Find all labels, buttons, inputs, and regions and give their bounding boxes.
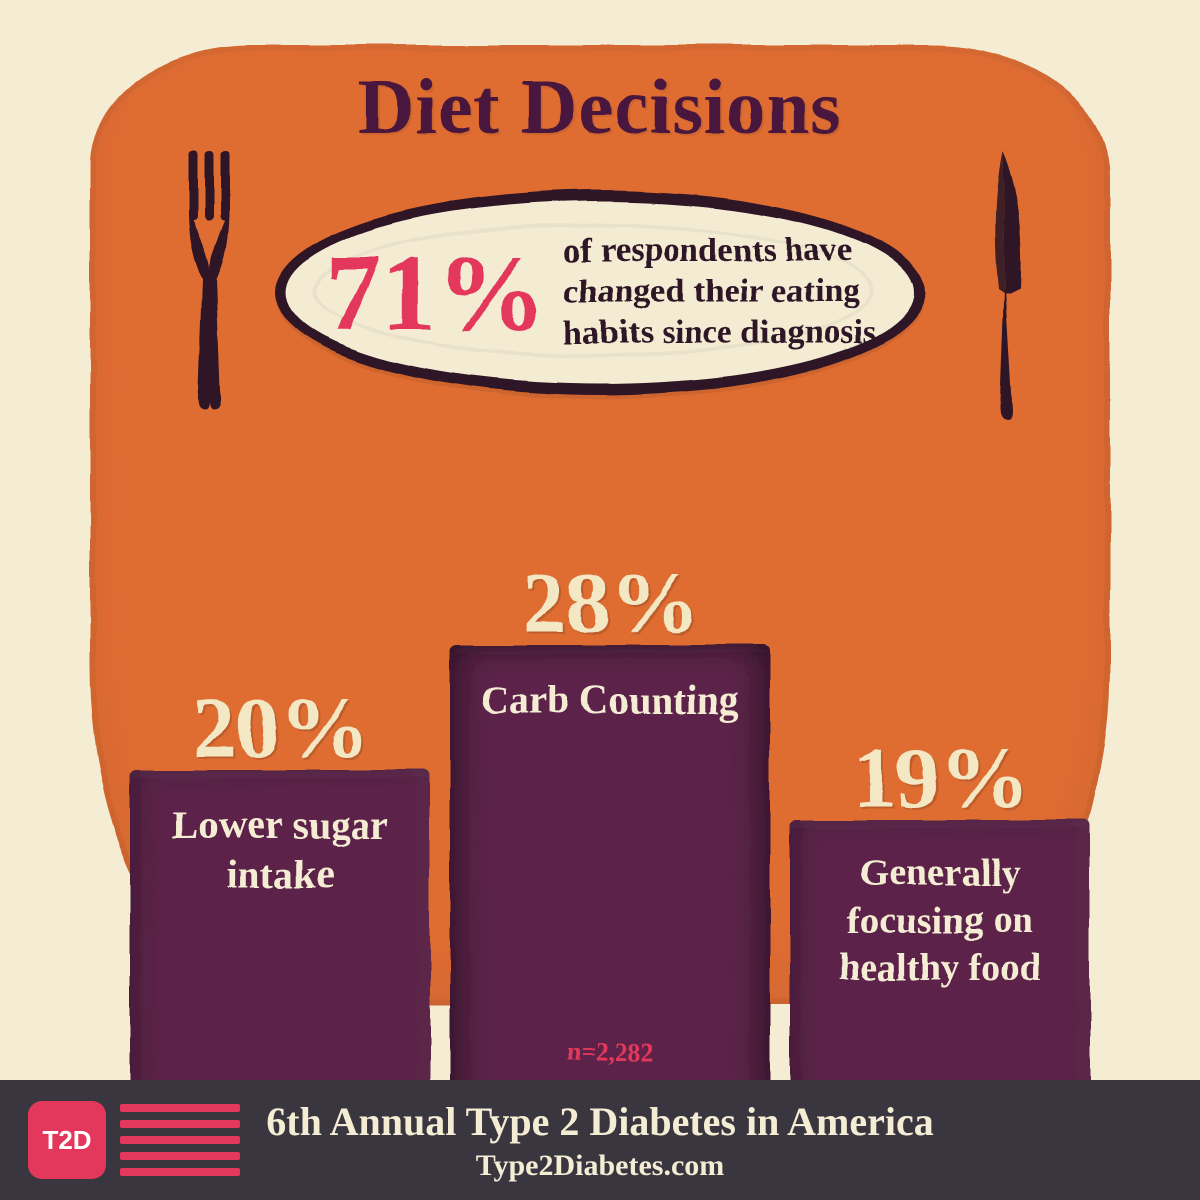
footer-logo: T2D [28, 1101, 240, 1179]
knife-icon [973, 150, 1033, 420]
bar-label: Lower sugar intake [130, 770, 430, 900]
footer-banner: T2D 6th Annual Type 2 Diabetes in Americ… [0, 1080, 1200, 1200]
plate: 71% of respondents have changed their ea… [275, 190, 925, 395]
page-title: Diet Decisions [0, 62, 1200, 152]
bar-percent: 28% [450, 553, 770, 654]
bar-label: Generally focusing on healthy food [790, 820, 1090, 993]
plate-group: 71% of respondents have changed their ea… [185, 180, 1015, 420]
footer-line1: 6th Annual Type 2 Diabetes in America [240, 1098, 960, 1145]
bar-percent: 19% [790, 728, 1090, 829]
infographic-canvas: Diet Decisions 71% of respondents have c… [0, 0, 1200, 1200]
fork-icon [175, 150, 245, 410]
footer-line2: Type2Diabetes.com [240, 1149, 960, 1183]
bar-label: Carb Counting [450, 645, 770, 725]
footer-text: 6th Annual Type 2 Diabetes in America Ty… [240, 1098, 960, 1183]
sample-size-label: n=2,282 [450, 1038, 770, 1068]
headline-text: of respondents have changed their eating… [564, 231, 904, 353]
headline-percent: 71% [326, 238, 546, 348]
flag-stripes-icon [120, 1104, 240, 1176]
t2d-badge: T2D [28, 1101, 106, 1179]
bar-percent: 20% [130, 678, 430, 779]
